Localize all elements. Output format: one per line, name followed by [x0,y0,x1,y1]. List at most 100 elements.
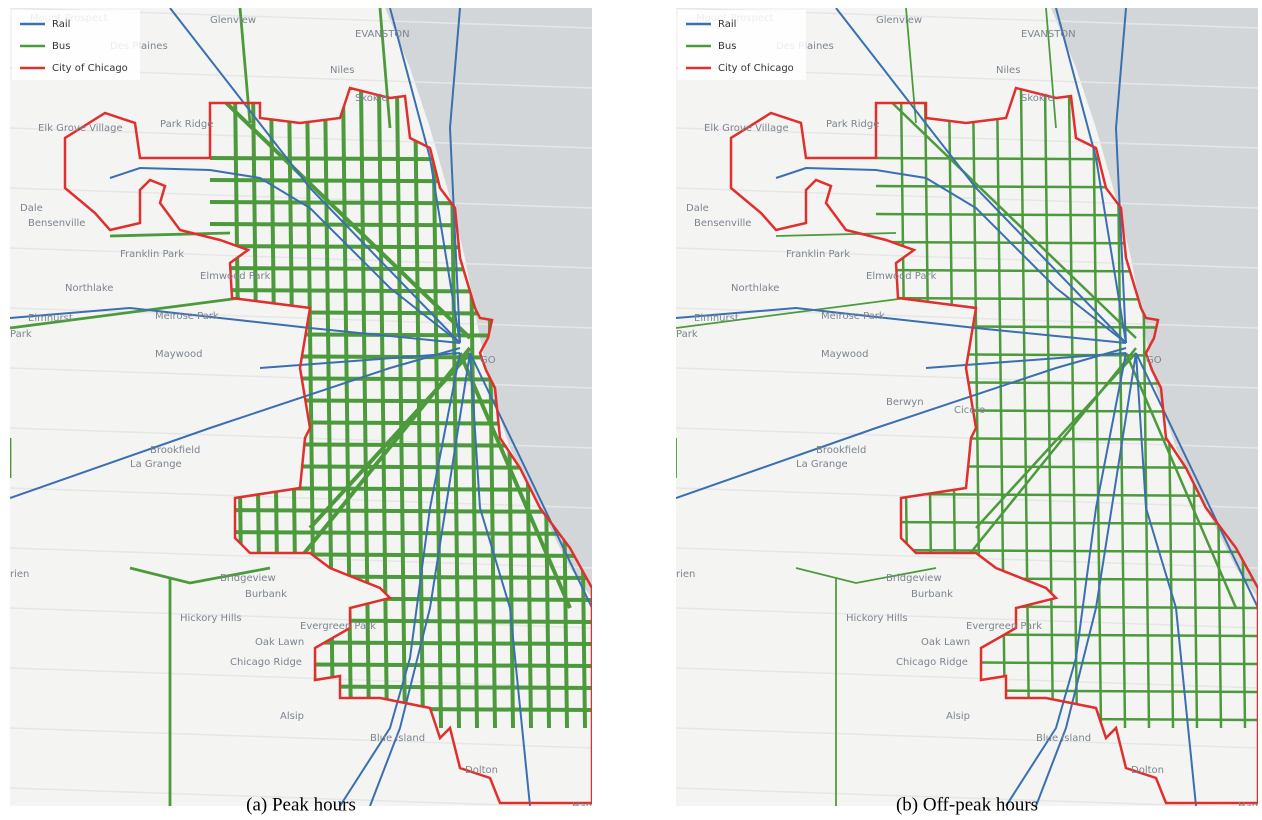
place-label: Melrose Park [155,311,219,322]
place-label: Skokie [355,93,388,104]
bus-route [188,88,472,340]
place-label: Niles [996,65,1020,76]
road [10,247,592,269]
bus-route [875,492,1258,498]
rail-line [109,166,461,344]
map: Mount ProspectGlenviewEVANSTONDes Plaine… [10,8,592,806]
bus-route [875,548,1258,554]
place-label: Ham [1238,801,1261,812]
bus-route-outside [676,297,907,329]
bus-route-outside [795,567,937,584]
road [10,307,592,329]
place-label: Northlake [731,283,779,294]
place-label: Chicago Ridge [896,657,968,668]
road [676,607,1258,629]
caption: (b) Off-peak hours [896,794,1038,815]
road [10,787,556,806]
place-label: Dolton [1131,765,1164,776]
place-label: Skokie [1021,93,1054,104]
map: Mount ProspectGlenviewEVANSTONDes Plaine… [676,8,1261,812]
legend-label: City of Chicago [52,63,128,74]
legend-label: Bus [52,41,70,52]
place-label: Elmwood Park [200,271,271,282]
rail-line [1055,8,1127,344]
rail-line [775,166,1127,344]
place-label: GO [1146,355,1162,366]
place-label: Maywood [821,349,868,360]
bus-route [458,352,572,609]
road [10,127,592,149]
road [676,487,1258,509]
rail-line [10,347,461,499]
road [676,667,1258,689]
rail-line [339,352,461,806]
legend-label: Rail [52,19,70,30]
place-label: Park Ridge [826,119,879,130]
place-label: Brookfield [816,445,866,456]
place-label: La Grange [796,459,848,470]
place-label: EVANSTON [355,29,410,40]
place-label: Northlake [65,283,113,294]
road [676,727,1258,749]
rail-line [835,8,1127,344]
place-label: Blue Island [1036,733,1091,744]
road [676,187,1258,209]
place-label: La Grange [130,459,182,470]
place-label: Burbank [245,589,287,600]
rail-line [448,8,461,344]
road [676,307,1258,329]
bus-route [209,530,592,536]
place-label: Elk Grove Village [38,123,123,134]
map-panel: Mount ProspectGlenviewEVANSTONDes Plaine… [676,8,1261,812]
place-label: Hickory Hills [180,613,242,624]
road [676,127,1258,149]
road [10,547,592,569]
road [676,787,1222,806]
road [10,727,592,749]
bus-route-outside [10,296,241,330]
rail-line [10,306,461,344]
bus-route-outside [129,566,271,585]
bus-route [1124,352,1238,609]
place-label: GO [480,355,496,366]
legend-label: City of Chicago [718,63,794,74]
place-label: Cicero [954,405,985,416]
bus-route [1043,88,1055,729]
place-label: Chicago Ridge [230,657,302,668]
place-label: Evergreen Park [966,621,1042,632]
bus-route [855,88,1137,339]
place-label: Hickory Hills [846,613,908,624]
city-boundary [63,86,592,805]
bus-route [1019,88,1031,729]
rail-line [676,306,1127,344]
place-label: Oak Lawn [255,637,304,648]
place-label: Elmhurst [28,313,73,324]
rail-line [1135,352,1197,806]
road [676,247,1258,269]
bus-route-outside [109,231,231,238]
bus-route [308,351,472,530]
rail-line [1005,352,1127,806]
place-label: Elk Grove Village [704,123,789,134]
bus-route [975,352,1137,529]
rail-line [676,347,1127,499]
bus-route [1091,88,1103,729]
rail-line [469,352,592,609]
place-label: Franklin Park [120,249,184,260]
legend: Rail Bus City of Chicago [678,10,806,80]
place-label: Elmwood Park [866,271,937,282]
place-label: Dolton [465,765,498,776]
city-boundary [729,86,1258,805]
lake [385,8,592,598]
place-label: Alsip [280,711,304,722]
bus-route-outside [378,8,392,129]
road [676,427,1258,449]
place-label: Brookfield [150,445,200,456]
legend: Rail Bus City of Chicago [12,10,140,80]
place-label: Oak Lawn [921,637,970,648]
place-label: Bridgeview [220,573,276,584]
road [10,487,592,509]
place-label: EVANSTON [1021,29,1076,40]
place-label: rien [676,569,695,580]
